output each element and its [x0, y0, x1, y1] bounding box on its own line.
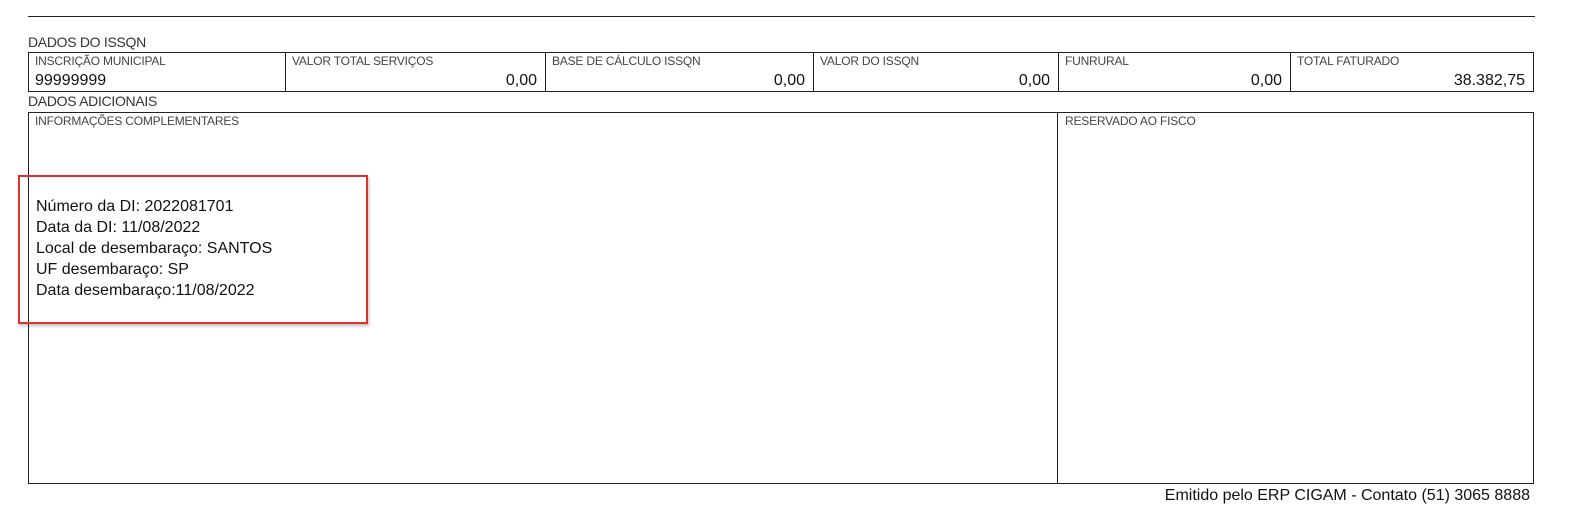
issqn-row: INSCRIÇÃO MUNICIPAL 99999999 VALOR TOTAL … [28, 52, 1534, 92]
cell-value: 99999999 [35, 72, 107, 89]
footer-text: Emitido pelo ERP CIGAM - Contato (51) 30… [1164, 487, 1530, 504]
top-divider [28, 16, 1535, 17]
cell-value: 0,00 [1250, 72, 1282, 89]
cell-label: VALOR DO ISSQN [820, 54, 920, 68]
cell-label: FUNRURAL [1065, 54, 1129, 68]
cell-value: 0,00 [773, 72, 805, 89]
info-line: UF desembaraço: SP [36, 261, 189, 278]
cell-label: BASE DE CÁLCULO ISSQN [552, 54, 701, 68]
adicionais-section-title: DADOS ADICIONAIS [28, 93, 158, 109]
cell-valor-total-servicos: VALOR TOTAL SERVIÇOS 0,00 [286, 53, 546, 91]
info-lines: Número da DI: 2022081701 Data da DI: 11/… [36, 196, 272, 301]
info-line: Local de desembaraço: SANTOS [36, 240, 273, 257]
cell-value: 0,00 [1018, 72, 1050, 89]
cell-label: VALOR TOTAL SERVIÇOS [292, 54, 434, 68]
box-divider [1057, 112, 1058, 484]
info-line: Data da DI: 11/08/2022 [36, 219, 201, 236]
adicionais-box [28, 112, 1534, 484]
issqn-section-title: DADOS DO ISSQN [28, 34, 146, 50]
cell-total-faturado: TOTAL FATURADO 38.382,75 [1291, 53, 1533, 91]
cell-base-calculo: BASE DE CÁLCULO ISSQN 0,00 [546, 53, 814, 91]
cell-funrural: FUNRURAL 0,00 [1059, 53, 1291, 91]
info-complementares-label: INFORMAÇÕES COMPLEMENTARES [35, 114, 239, 128]
cell-value: 38.382,75 [1453, 72, 1525, 89]
cell-label: TOTAL FATURADO [1297, 54, 1400, 68]
info-line: Data desembaraço:11/08/2022 [36, 282, 255, 299]
reservado-fisco-label: RESERVADO AO FISCO [1065, 114, 1196, 128]
cell-valor-issqn: VALOR DO ISSQN 0,00 [814, 53, 1059, 91]
highlight-box [18, 175, 368, 324]
cell-value: 0,00 [505, 72, 537, 89]
cell-label: INSCRIÇÃO MUNICIPAL [35, 54, 166, 68]
info-line: Número da DI: 2022081701 [36, 198, 234, 215]
cell-inscricao-municipal: INSCRIÇÃO MUNICIPAL 99999999 [29, 53, 286, 91]
